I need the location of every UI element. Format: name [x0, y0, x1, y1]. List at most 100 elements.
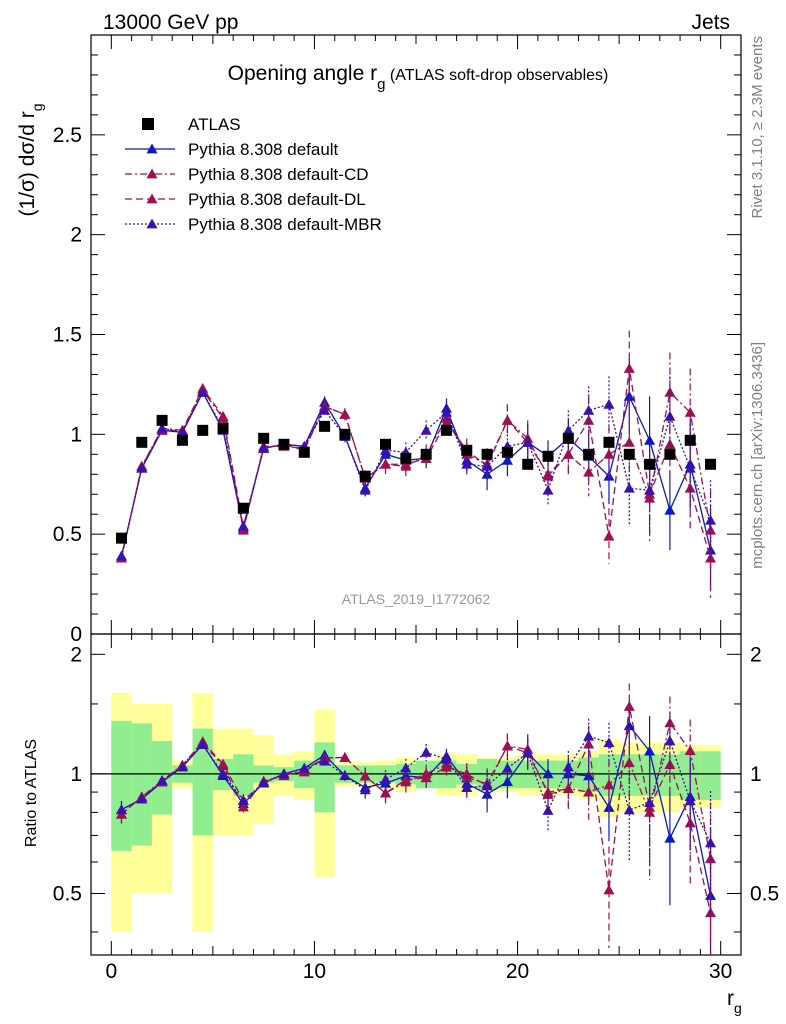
ratio-point — [684, 745, 696, 756]
legend-marker — [146, 193, 158, 204]
ratio-point — [339, 770, 351, 781]
chart-title: Opening angle rg (ATLAS soft-drop observ… — [228, 62, 609, 93]
data-point — [237, 502, 249, 514]
data-point — [603, 448, 615, 459]
ratio-point — [542, 768, 554, 779]
ratio-point — [583, 730, 595, 741]
ratio-point — [501, 762, 513, 773]
data-point — [176, 434, 188, 446]
x-tick-label: 10 — [303, 960, 326, 983]
analysis-id: ATLAS_2019_I1772062 — [342, 591, 491, 607]
data-point — [603, 398, 615, 409]
ratio-point — [501, 776, 513, 787]
data-point — [217, 410, 229, 421]
data-point — [156, 422, 168, 433]
ratio-point — [562, 783, 574, 793]
ratio-point — [664, 717, 676, 728]
data-point — [705, 458, 717, 470]
band-inner — [659, 754, 681, 796]
data-point — [623, 448, 635, 460]
ratio-point — [542, 804, 554, 815]
data-point — [603, 530, 615, 541]
ratio-point — [623, 757, 635, 768]
data-point — [380, 458, 392, 469]
data-point — [440, 424, 452, 436]
data-point — [237, 520, 249, 531]
data-point — [359, 484, 371, 495]
data-point — [664, 386, 676, 397]
ratio-point — [217, 768, 229, 779]
ratio-point — [440, 761, 452, 772]
data-point — [583, 466, 595, 477]
ratio-point — [684, 817, 696, 828]
data-point — [461, 458, 473, 469]
ratio-point — [380, 773, 392, 784]
y-tick-label: 2 — [70, 224, 82, 247]
ratio-point — [664, 832, 676, 843]
ratio-point — [583, 770, 595, 781]
data-point — [319, 404, 331, 415]
data-point — [136, 436, 148, 448]
data-point — [136, 462, 148, 473]
data-point — [400, 452, 412, 464]
data-point — [684, 406, 696, 417]
ratio-point — [440, 753, 452, 764]
data-point — [115, 550, 127, 561]
ratio-point — [542, 786, 554, 797]
data-point — [420, 424, 432, 435]
ratio-point — [684, 795, 696, 806]
ratio-tick-label: 1 — [70, 763, 82, 786]
ratio-point — [623, 804, 635, 815]
data-point — [481, 460, 493, 471]
ratio-point — [400, 762, 412, 773]
y-tick-label: 1 — [70, 423, 82, 446]
band-inner — [131, 723, 152, 846]
ratio-tick-label-right: 2 — [750, 643, 762, 666]
y-axis-label: (1/σ) dσ/d rg — [16, 103, 45, 216]
data-point — [278, 438, 290, 450]
data-point — [522, 436, 534, 447]
ratio-point — [217, 758, 229, 769]
ratio-tick-label: 0.5 — [53, 882, 82, 905]
data-point — [258, 432, 270, 444]
y-axis-label-main: (1/σ) dσ/d r — [16, 111, 39, 216]
data-point — [562, 432, 574, 444]
band-inner — [233, 754, 254, 796]
data-point — [644, 484, 656, 495]
data-point — [542, 484, 554, 495]
ratio-point — [298, 762, 310, 773]
mcplots-label: mcplots.cern.ch [arXiv:1306.3436] — [749, 342, 766, 569]
data-point — [623, 436, 635, 447]
ratio-point — [319, 755, 331, 766]
data-point — [562, 424, 574, 435]
ratio-point — [359, 784, 371, 795]
data-point — [522, 458, 534, 470]
series-0 — [115, 414, 717, 544]
data-point — [258, 442, 270, 453]
data-point — [176, 426, 188, 437]
ratio-point — [461, 782, 473, 792]
legend-label: Pythia 8.308 default-DL — [188, 190, 366, 209]
series-line — [120, 391, 712, 557]
band-inner — [192, 728, 213, 836]
x-tick-label: 20 — [506, 960, 529, 983]
legend-entry: Pythia 8.308 default-DL — [125, 190, 366, 209]
ratio-point — [644, 806, 656, 817]
data-point — [644, 458, 656, 470]
ratio-point — [644, 797, 656, 807]
ratio-series-line — [121, 721, 712, 859]
ratio-point — [339, 751, 351, 762]
ratio-point — [623, 701, 635, 711]
data-point — [380, 438, 392, 450]
data-point — [298, 446, 310, 458]
ratio-point — [705, 837, 717, 848]
header-collision: 13000 GeV pp — [103, 11, 238, 34]
data-point — [156, 414, 168, 426]
ratio-tick-label-right: 1 — [750, 763, 762, 786]
y-tick-label: 0.5 — [53, 523, 82, 546]
legend-marker — [146, 218, 158, 229]
data-point — [583, 448, 595, 460]
data-point — [339, 428, 351, 440]
ratio-point — [603, 884, 615, 895]
